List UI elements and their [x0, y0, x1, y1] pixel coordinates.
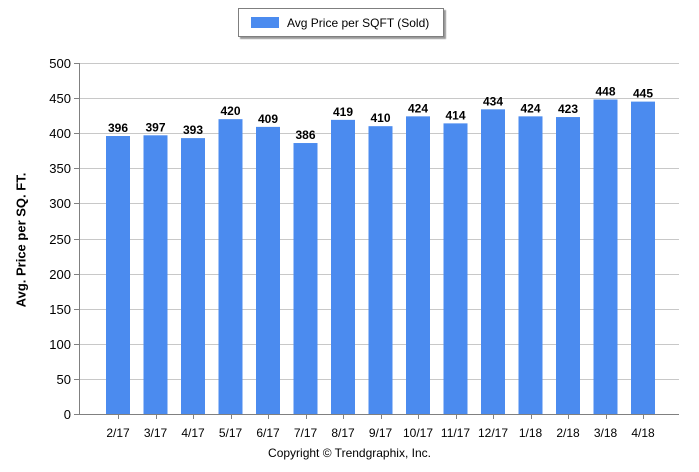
- data-label: 423: [558, 102, 578, 116]
- chart-legend: Avg Price per SQFT (Sold): [238, 8, 444, 37]
- y-tick-label: 150: [49, 302, 71, 317]
- data-label: 434: [483, 94, 503, 108]
- x-tick-label: 4/18: [631, 426, 655, 440]
- bar: [593, 99, 618, 414]
- bar: [181, 138, 205, 414]
- bar: [293, 143, 318, 414]
- bar: [256, 126, 280, 414]
- x-tick-label: 11/17: [441, 426, 470, 440]
- data-label: 424: [408, 101, 428, 115]
- y-tick-label: 200: [49, 267, 71, 282]
- data-label: 396: [108, 121, 128, 135]
- bar: [368, 126, 393, 415]
- x-tick-label: 2/18: [556, 426, 580, 440]
- y-tick-label: 500: [49, 56, 71, 71]
- x-tick-label: 10/17: [403, 426, 433, 440]
- data-label: 393: [183, 123, 203, 137]
- x-tick-label: 6/17: [256, 426, 280, 440]
- bar: [143, 135, 168, 414]
- x-tick-label: 3/17: [144, 426, 168, 440]
- data-label: 420: [220, 104, 240, 118]
- x-tick-label: 9/17: [369, 426, 393, 440]
- y-tick-label: 100: [49, 337, 71, 352]
- data-label: 448: [595, 85, 615, 99]
- bar: [218, 119, 243, 414]
- bar: [481, 109, 505, 414]
- y-tick-label: 300: [49, 196, 71, 211]
- y-tick-label: 50: [57, 372, 71, 387]
- x-tick-label: 3/18: [594, 426, 618, 440]
- data-label: 409: [258, 112, 278, 126]
- data-label: 424: [520, 101, 540, 115]
- x-tick-label: 1/18: [519, 426, 543, 440]
- y-tick-label: 350: [49, 161, 71, 176]
- bar: [331, 119, 355, 414]
- data-label: 397: [145, 120, 165, 134]
- y-tick-label: 450: [49, 91, 71, 106]
- x-tick-label: 12/17: [478, 426, 508, 440]
- copyright-text: Copyright © Trendgraphix, Inc.: [268, 446, 431, 460]
- bar: [631, 101, 655, 415]
- legend-label: Avg Price per SQFT (Sold): [287, 15, 430, 30]
- data-label: 414: [445, 108, 465, 122]
- data-label: 445: [633, 87, 653, 101]
- x-tick-label: 8/17: [331, 426, 355, 440]
- bar: [406, 116, 430, 415]
- legend-swatch: [251, 17, 279, 28]
- data-label: 410: [370, 111, 390, 125]
- x-tick-label: 5/17: [219, 426, 243, 440]
- data-label: 419: [333, 105, 353, 119]
- bar: [443, 123, 468, 414]
- y-axis-label: Avg. Price per SQ. FT.: [13, 172, 29, 308]
- x-tick-label: 7/17: [294, 426, 318, 440]
- x-tick-label: 2/17: [106, 426, 130, 440]
- data-label: 386: [295, 128, 315, 142]
- bar: [106, 136, 130, 414]
- y-tick-label: 250: [49, 232, 71, 247]
- y-tick-label: 0: [64, 407, 71, 422]
- y-tick-label: 400: [49, 126, 71, 141]
- x-tick-label: 4/17: [181, 426, 205, 440]
- bar: [556, 117, 580, 414]
- bar: [518, 116, 543, 415]
